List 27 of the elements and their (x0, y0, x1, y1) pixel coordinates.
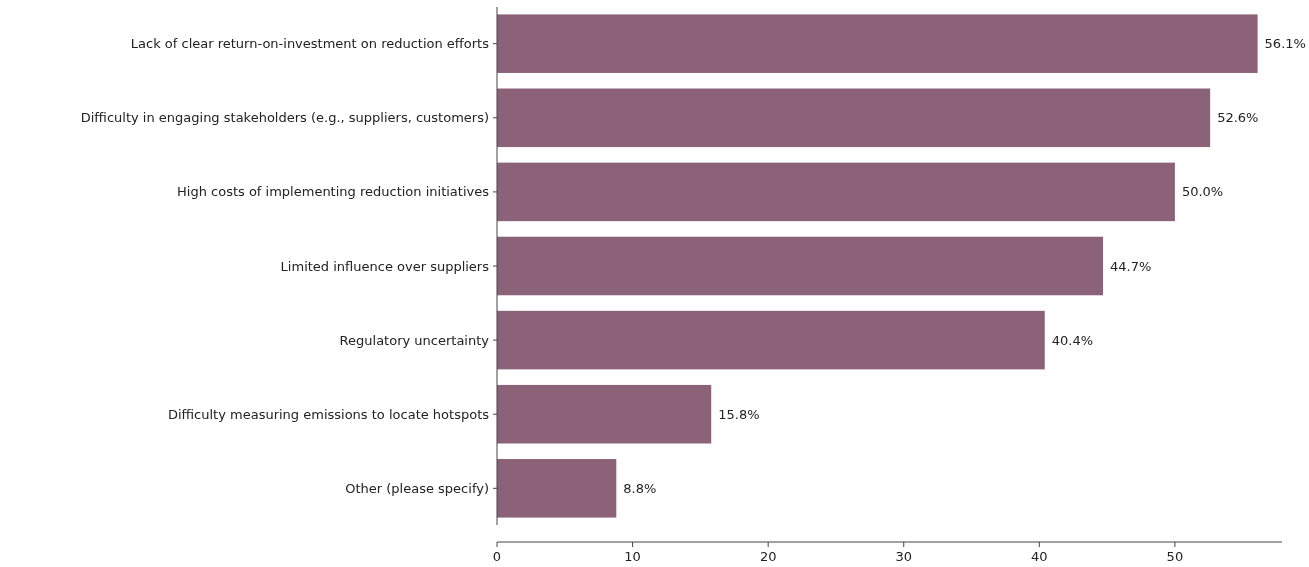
x-tick-label: 0 (492, 549, 502, 564)
y-tick-label: High costs of implementing reduction initiatives (177, 184, 490, 200)
bar (497, 88, 1211, 148)
y-tick-label: Difficulty in engaging stakeholders (e.g., suppliers, customers) (80, 110, 489, 126)
bar (497, 459, 617, 518)
x-tick-label: 20 (759, 549, 777, 564)
data-label: 8.8% (623, 480, 657, 496)
data-label: 44.7% (1110, 258, 1152, 274)
y-tick-label: Other (please specify) (345, 480, 489, 496)
data-label: 15.8% (718, 406, 760, 422)
x-tick-label: 30 (895, 549, 913, 564)
data-label: 40.4% (1051, 332, 1094, 348)
data-label: 52.6% (1217, 110, 1259, 126)
y-tick-label: Limited influence over suppliers (280, 258, 490, 274)
bar (497, 310, 1045, 370)
bar (497, 236, 1104, 296)
data-label: 50.0% (1181, 184, 1224, 200)
bar (497, 14, 1258, 73)
bar (497, 384, 712, 444)
y-tick-label: Regulatory uncertainty (339, 332, 490, 348)
data-label: 56.1% (1264, 36, 1306, 52)
x-tick-label: 10 (624, 549, 641, 564)
y-tick-label: Lack of clear return-on-investment on reduction efforts (130, 36, 490, 52)
bar (497, 162, 1175, 222)
y-tick-label: Difficulty measuring emissions to locate hotspots (167, 406, 490, 422)
x-tick-label: 50 (1166, 549, 1184, 564)
x-tick-label: 40 (1031, 549, 1048, 564)
